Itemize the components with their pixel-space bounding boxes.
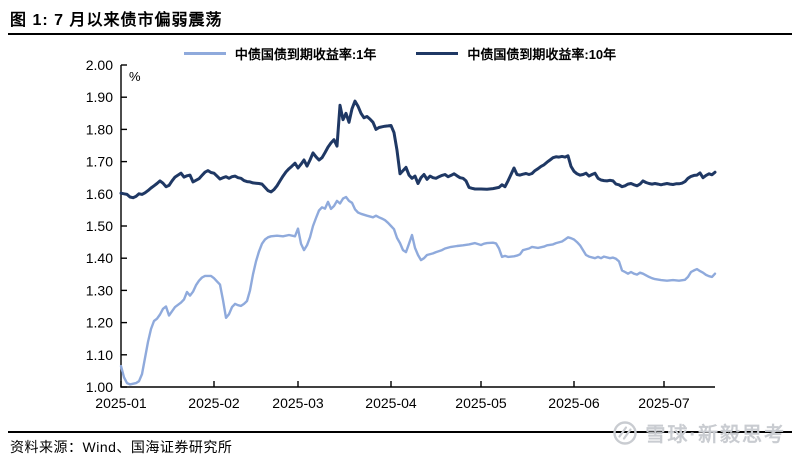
y-tick-label: 1.10 (86, 347, 113, 363)
y-tick-label: 1.00 (86, 379, 113, 395)
x-tick-label: 2025-02 (188, 395, 240, 411)
x-tick-label: 2025-01 (95, 395, 147, 411)
legend-swatch-1y (183, 52, 226, 55)
legend-label-10y: 中债国债到期收益率:10年 (467, 47, 617, 62)
y-tick-label: 2.00 (86, 57, 113, 73)
title-divider (8, 33, 792, 35)
y-tick-label: 1.20 (86, 315, 113, 331)
x-tick-label: 2025-07 (638, 395, 690, 411)
axis-lines (120, 65, 715, 388)
watermark: 雪球·新毅思考 (612, 418, 786, 447)
watermark-text: 雪球·新毅思考 (645, 424, 786, 446)
legend-label-1y: 中债国债到期收益率:1年 (234, 47, 377, 62)
legend-item-1y: 中债国债到期收益率:1年 (183, 44, 377, 63)
y-axis-unit-label: % (129, 69, 141, 84)
series-1y-line (119, 195, 717, 386)
source-note: 资料来源：Wind、国海证券研究所 (10, 439, 233, 455)
y-tick-label: 1.60 (86, 186, 113, 202)
chart-legend: 中债国债到期收益率:1年 中债国债到期收益率:10年 (0, 44, 800, 63)
y-tick-label: 1.80 (86, 121, 113, 137)
xueqiu-logo-icon (613, 420, 638, 445)
x-tick-label: 2025-06 (548, 395, 600, 411)
y-tick-label: 1.90 (86, 89, 113, 105)
y-tick-label: 1.30 (86, 282, 113, 298)
series-10y-line (119, 99, 717, 200)
y-tick-label: 1.70 (86, 154, 113, 170)
x-tick-label: 2025-04 (365, 395, 417, 411)
x-tick-label: 2025-05 (455, 395, 507, 411)
figure-title: 图 1: 7 月以来债市偏弱震荡 (10, 12, 223, 29)
y-tick-label: 1.40 (86, 250, 113, 266)
footer-divider (8, 431, 792, 433)
legend-item-10y: 中债国债到期收益率:10年 (416, 44, 616, 63)
y-tick-label: 1.50 (86, 218, 113, 234)
x-tick-label: 2025-03 (272, 395, 324, 411)
legend-swatch-10y (416, 52, 459, 55)
